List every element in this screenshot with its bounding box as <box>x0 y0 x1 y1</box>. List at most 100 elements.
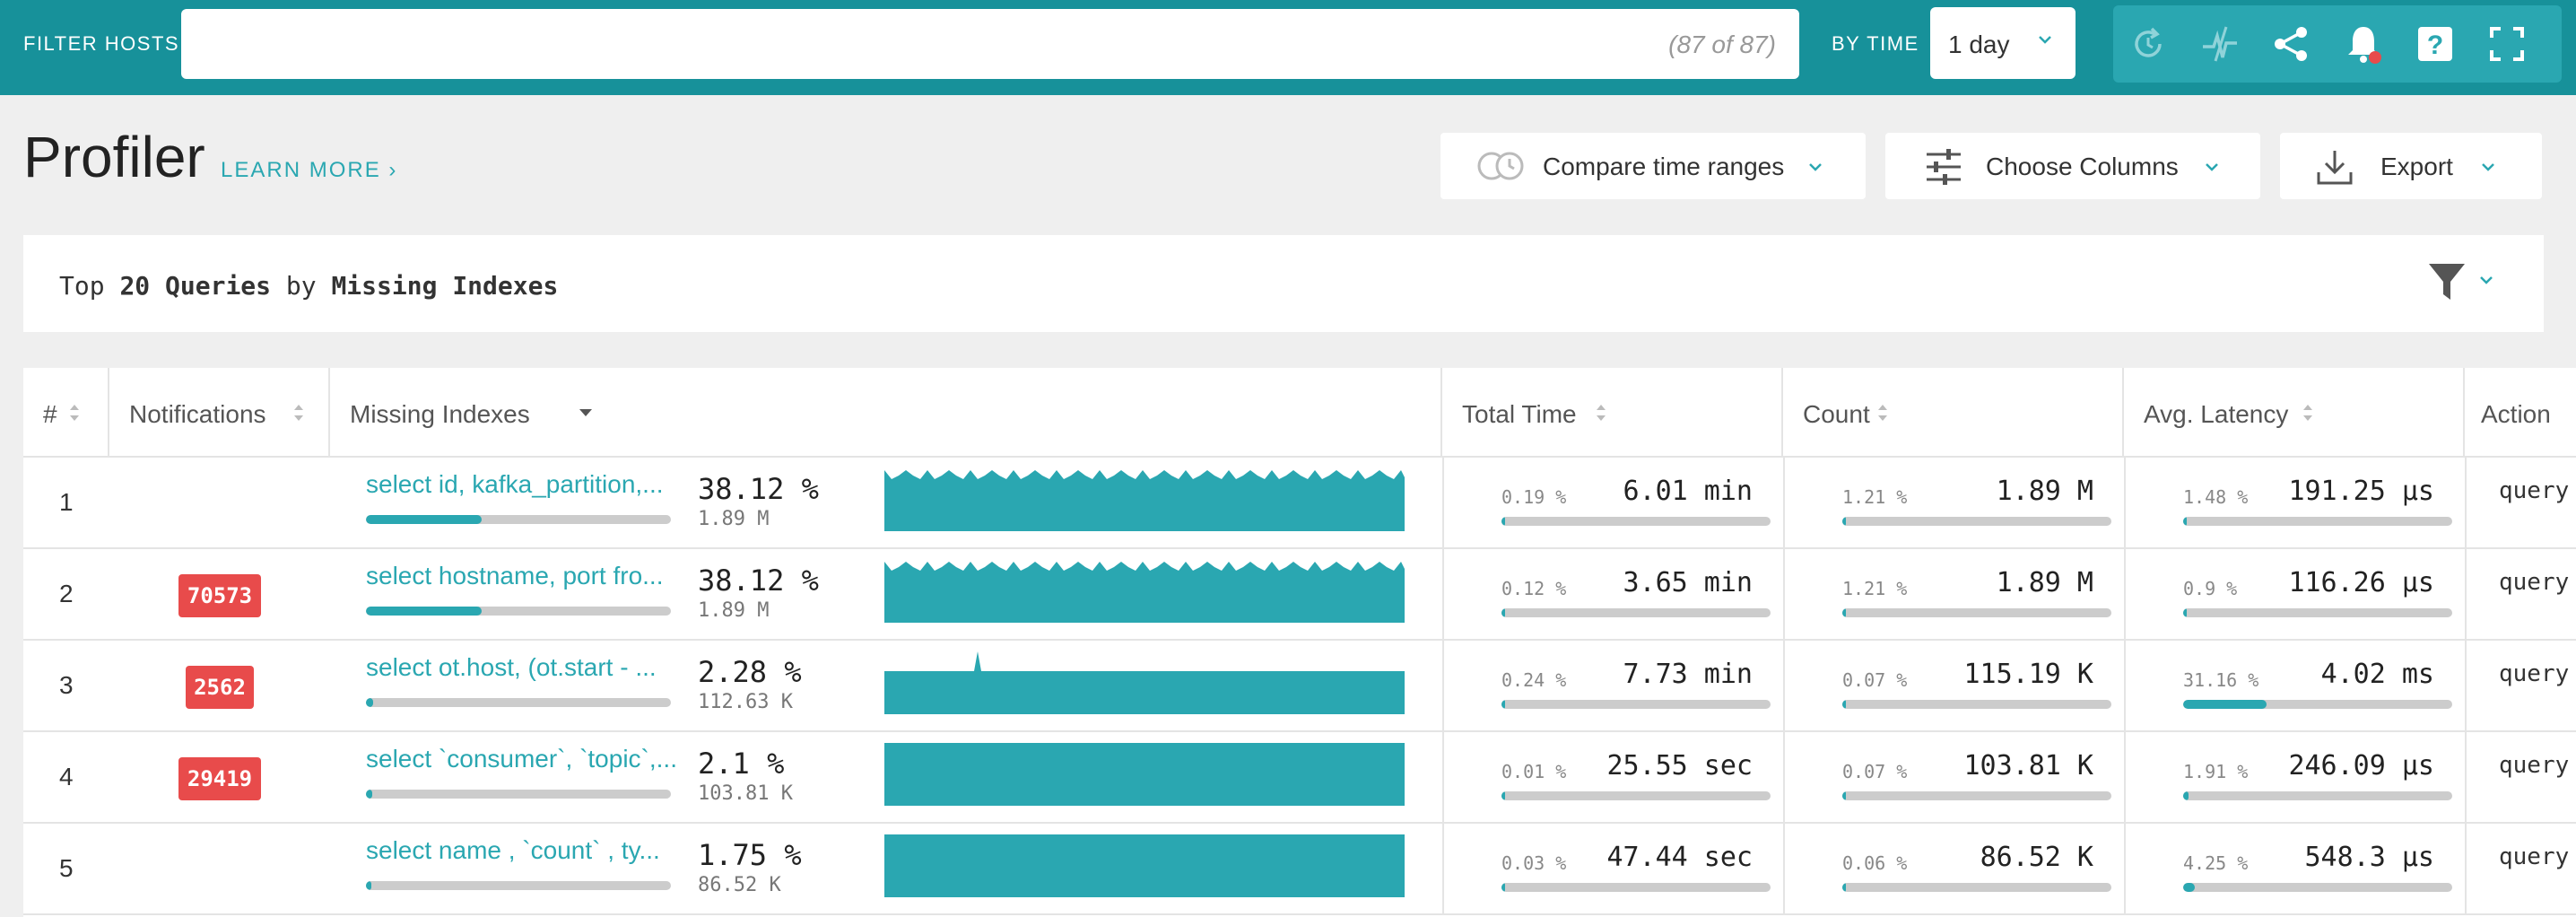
avg-latency-value: 116.26 µs <box>2288 567 2434 598</box>
learn-more-link[interactable]: LEARN MORE › <box>221 158 397 183</box>
chevron-down-icon <box>1809 163 1822 171</box>
column-label: # <box>43 400 57 428</box>
filter-hosts-label: FILTER HOSTS <box>23 32 180 55</box>
missing-index-count: 103.81 K <box>698 782 793 805</box>
column-header-total-time[interactable]: Total Time <box>1442 368 1783 458</box>
count-bar-fill <box>1842 883 1846 892</box>
total-time-value: 6.01 min <box>1623 476 1754 507</box>
query-action-link[interactable]: query <box>2499 752 2570 779</box>
query-action-link[interactable]: query <box>2499 477 2570 504</box>
notification-badge[interactable]: 29419 <box>178 757 261 800</box>
query-link[interactable]: select name , `count` , ty... <box>366 836 660 864</box>
total-time-bar <box>1501 700 1771 709</box>
avg-latency-bar-fill <box>2183 700 2267 709</box>
refresh-icon[interactable] <box>2128 23 2169 65</box>
avg-latency-bar <box>2183 883 2452 892</box>
column-header-avg-latency[interactable]: Avg. Latency <box>2124 368 2465 458</box>
avg-latency-percent: 0.9 % <box>2183 578 2238 599</box>
count-value: 103.81 K <box>1963 750 2094 782</box>
query-description: Top 20 Queries by Missing Indexes <box>59 271 558 301</box>
queries-table: # Notifications Missing Indexes Total Ti… <box>23 368 2576 917</box>
row-rank: 1 <box>59 488 74 516</box>
missing-index-count: 1.89 M <box>698 599 770 622</box>
compare-time-ranges-button[interactable]: Compare time ranges <box>1440 133 1866 199</box>
missing-index-count: 1.89 M <box>698 508 770 530</box>
column-header-count[interactable]: Count <box>1783 368 2124 458</box>
page-title: Profiler <box>23 125 205 189</box>
table-row[interactable]: 4 29419 select `consumer`, `topic`,... 2.1 … <box>23 732 2576 824</box>
activity-icon[interactable] <box>2199 23 2241 65</box>
column-label: Count <box>1803 400 1870 428</box>
fullscreen-icon[interactable] <box>2486 23 2528 65</box>
query-sparkline <box>884 651 1405 714</box>
avg-latency-percent: 4.25 % <box>2183 852 2249 874</box>
column-header-missing-indexes[interactable]: Missing Indexes <box>330 368 1442 458</box>
count-bar-fill <box>1842 517 1846 526</box>
query-action-link[interactable]: query <box>2499 569 2570 596</box>
column-header-notifications[interactable]: Notifications <box>109 368 330 458</box>
impact-bar <box>366 698 671 707</box>
column-label: Action <box>2481 400 2551 428</box>
total-time-bar <box>1501 791 1771 800</box>
row-rank: 2 <box>59 580 74 607</box>
query-count[interactable]: 20 Queries <box>119 271 272 301</box>
sort-icon <box>1878 405 1887 421</box>
query-link[interactable]: select hostname, port fro... <box>366 562 664 590</box>
total-time-value: 25.55 sec <box>1606 750 1753 782</box>
notification-badge[interactable]: 70573 <box>178 574 261 617</box>
avg-latency-value: 191.25 µs <box>2288 476 2434 507</box>
help-icon[interactable]: ? <box>2415 23 2456 65</box>
row-rank: 4 <box>59 763 74 790</box>
missing-index-percent: 1.75 % <box>698 838 802 872</box>
total-time-bar-fill <box>1501 700 1505 709</box>
toolbar-icon-group: ? <box>2113 5 2562 83</box>
query-action-link[interactable]: query <box>2499 660 2570 687</box>
query-link[interactable]: select ot.host, (ot.start - ... <box>366 653 657 681</box>
missing-index-percent: 2.1 % <box>698 747 785 781</box>
count-percent: 0.06 % <box>1842 852 1908 874</box>
filter-icon <box>2429 264 2465 300</box>
table-row[interactable]: 3 2562 select ot.host, (ot.start - ... 2.28… <box>23 641 2576 732</box>
column-header-rank[interactable]: # <box>23 368 109 458</box>
query-sparkline <box>884 834 1405 897</box>
table-row[interactable]: 2 70573 select hostname, port fro... 38.12 … <box>23 549 2576 641</box>
filter-hosts-input[interactable] <box>181 9 1799 79</box>
avg-latency-bar-fill <box>2183 608 2187 617</box>
choose-columns-button[interactable]: Choose Columns <box>1885 133 2260 199</box>
count-bar <box>1842 517 2111 526</box>
column-header-action: Action <box>2465 368 2576 458</box>
count-percent: 1.21 % <box>1842 486 1908 508</box>
query-action-link[interactable]: query <box>2499 843 2570 870</box>
notification-badge[interactable]: 2562 <box>186 666 254 709</box>
avg-latency-percent: 1.48 % <box>2183 486 2249 508</box>
table-row[interactable]: 1 select id, kafka_partition,... 38.12 % 1.… <box>23 458 2576 549</box>
query-metric[interactable]: Missing Indexes <box>331 271 559 301</box>
filter-host-count: (87 of 87) <box>1668 31 1776 58</box>
missing-index-count: 86.52 K <box>698 874 781 896</box>
missing-index-percent: 2.28 % <box>698 655 802 689</box>
total-time-bar-fill <box>1501 791 1505 800</box>
impact-bar <box>366 790 671 799</box>
count-value: 115.19 K <box>1963 659 2094 690</box>
notification-bell-icon[interactable] <box>2343 23 2384 65</box>
query-sparkline <box>884 743 1405 806</box>
total-time-bar <box>1501 883 1771 892</box>
by-time-label: BY TIME <box>1832 32 1919 55</box>
query-link[interactable]: select `consumer`, `topic`,... <box>366 745 677 773</box>
query-filter-button[interactable] <box>2427 260 2508 305</box>
chevron-right-icon: › <box>388 158 398 182</box>
download-icon <box>2317 151 2353 185</box>
count-value: 86.52 K <box>1980 842 2093 873</box>
sort-icon <box>70 405 79 421</box>
query-panel: Top 20 Queries by Missing Indexes <box>23 235 2544 332</box>
time-range-select[interactable]: 1 day <box>1930 7 2076 79</box>
share-icon[interactable] <box>2271 23 2312 65</box>
query-link[interactable]: select id, kafka_partition,... <box>366 470 664 498</box>
table-row[interactable]: 5 select name , `count` , ty... 1.75 % 86.5… <box>23 824 2576 915</box>
total-time-bar-fill <box>1501 608 1505 617</box>
export-button[interactable]: Export <box>2280 133 2542 199</box>
column-label: Notifications <box>129 400 266 428</box>
export-label: Export <box>2380 153 2453 180</box>
chevron-down-icon <box>2480 276 2493 284</box>
total-time-percent: 0.03 % <box>1501 852 1567 874</box>
